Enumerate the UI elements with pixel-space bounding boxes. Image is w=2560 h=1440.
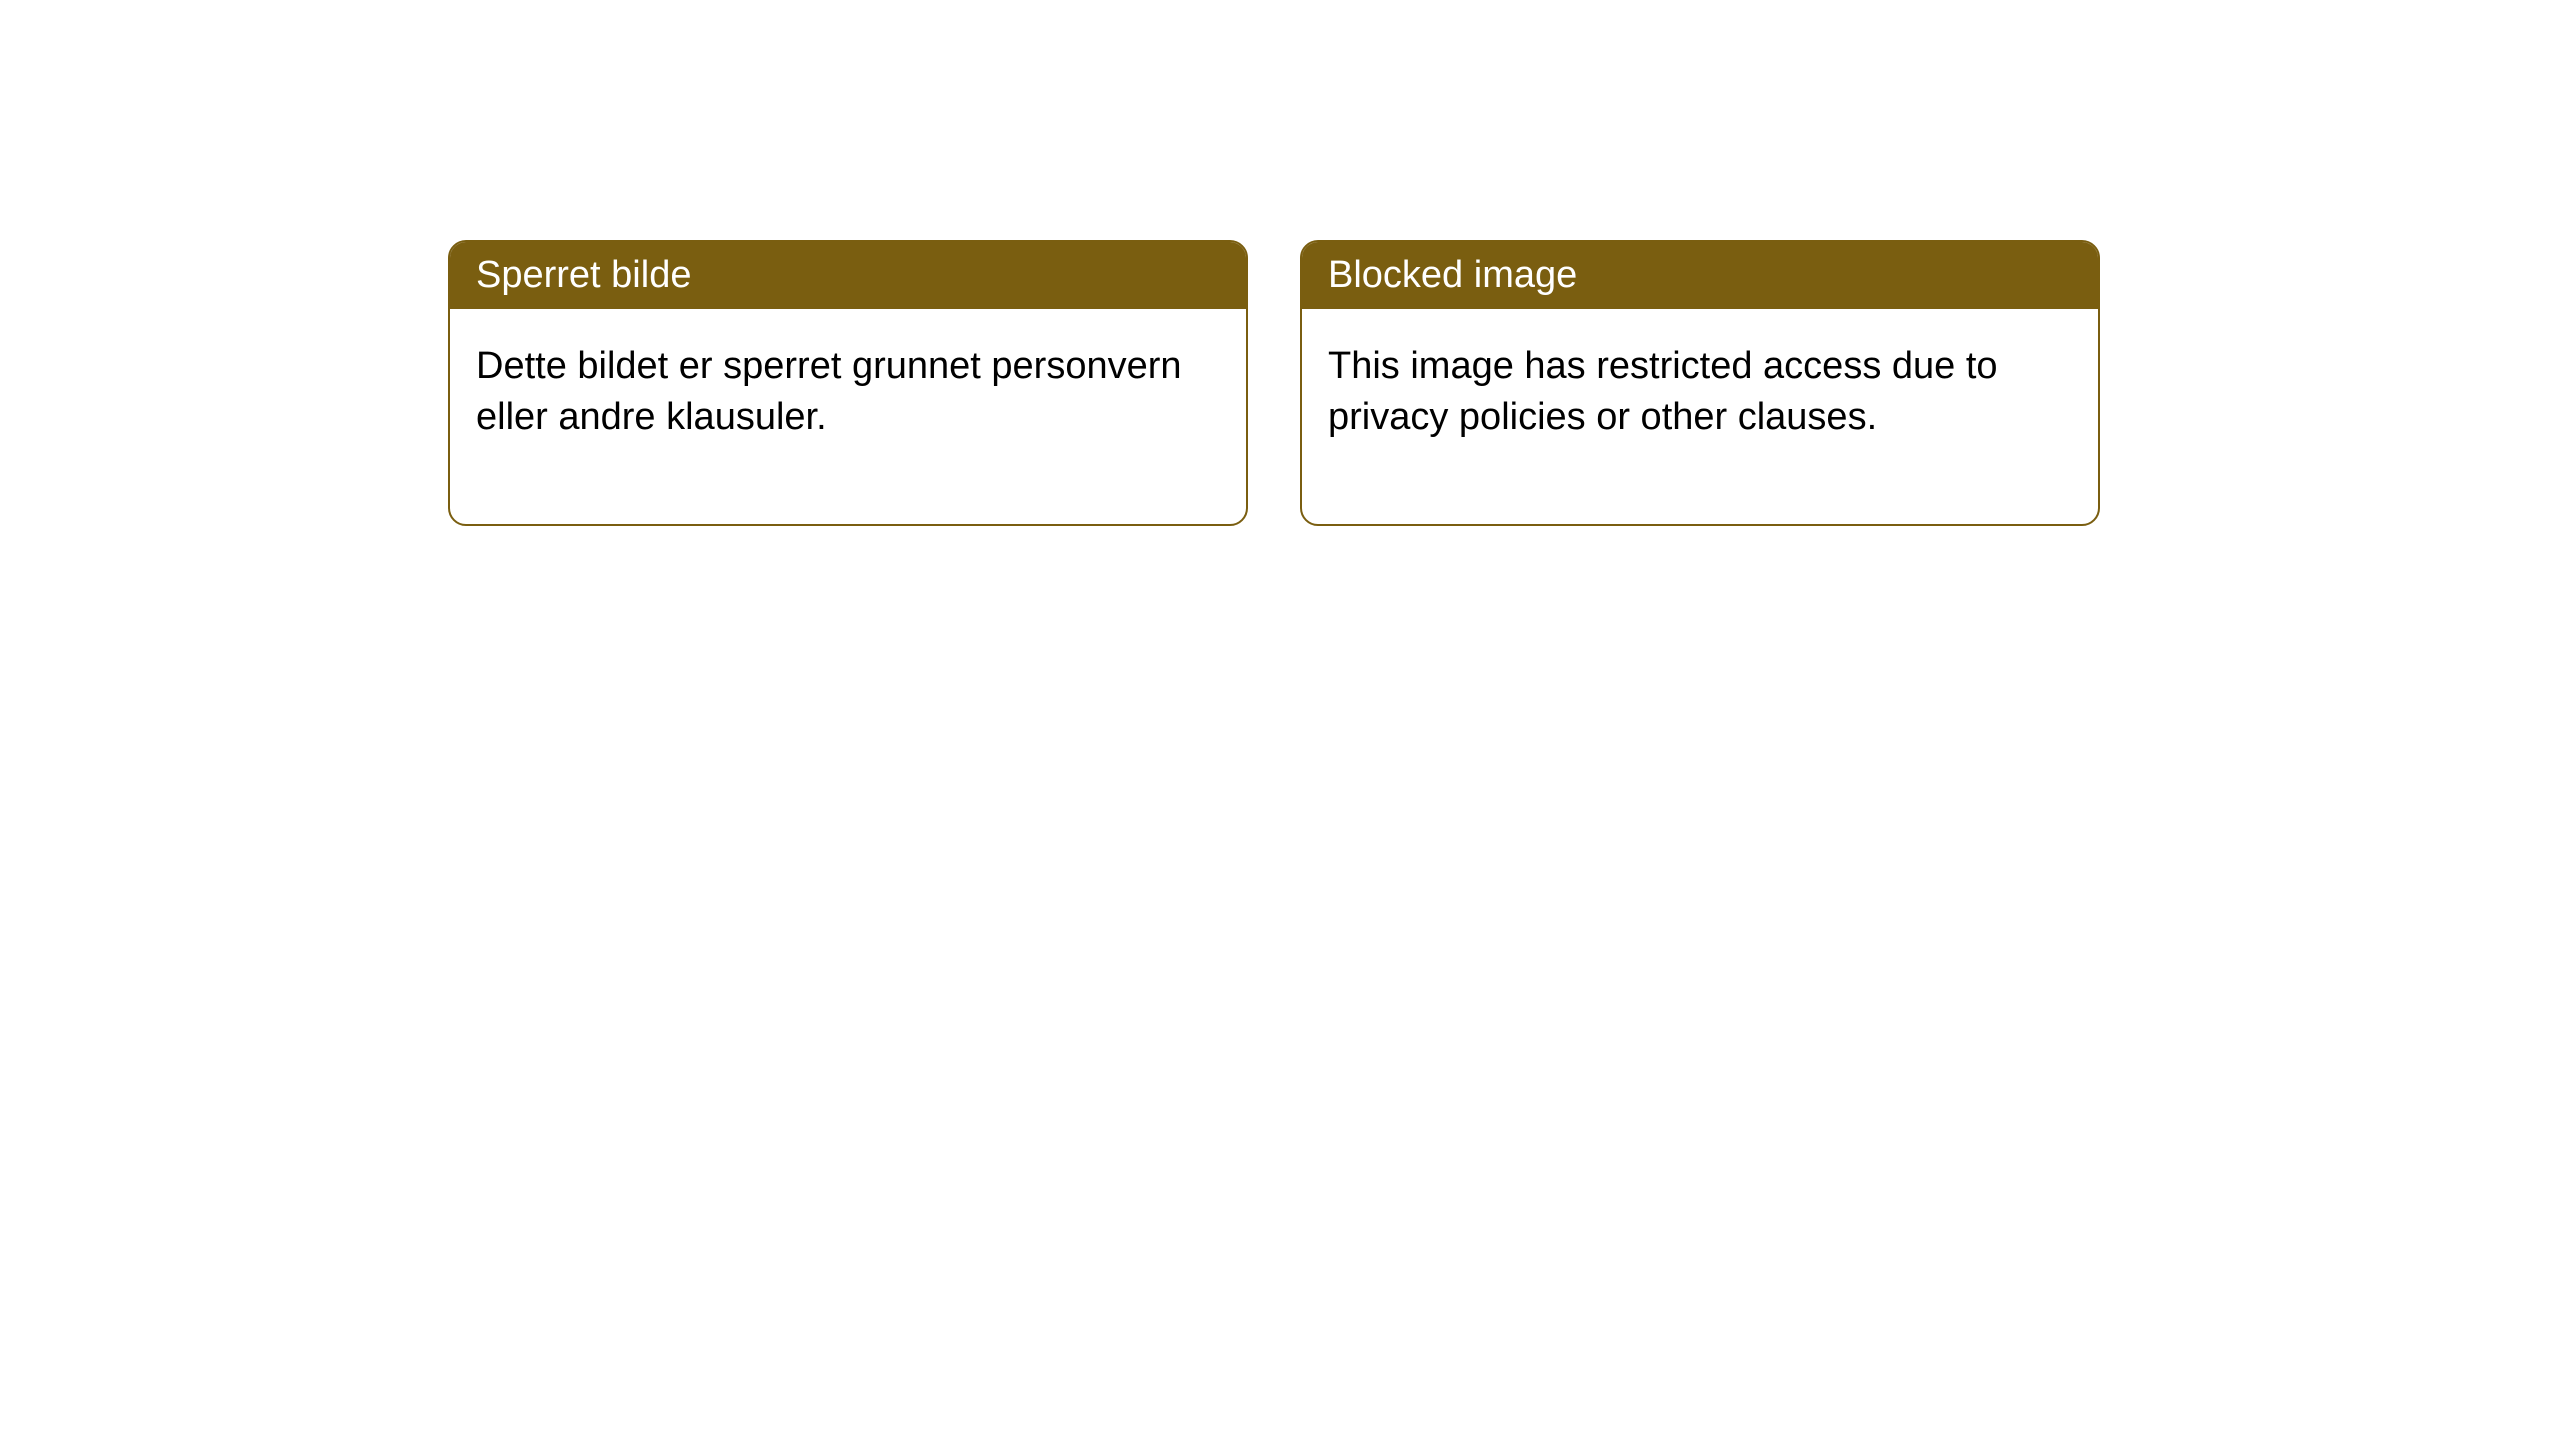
notice-body-english: This image has restricted access due to … — [1302, 309, 2098, 524]
notice-header-english: Blocked image — [1302, 242, 2098, 309]
notice-card-english: Blocked image This image has restricted … — [1300, 240, 2100, 526]
notice-card-norwegian: Sperret bilde Dette bildet er sperret gr… — [448, 240, 1248, 526]
notice-body-norwegian: Dette bildet er sperret grunnet personve… — [450, 309, 1246, 524]
notice-container: Sperret bilde Dette bildet er sperret gr… — [0, 0, 2560, 526]
notice-header-norwegian: Sperret bilde — [450, 242, 1246, 309]
